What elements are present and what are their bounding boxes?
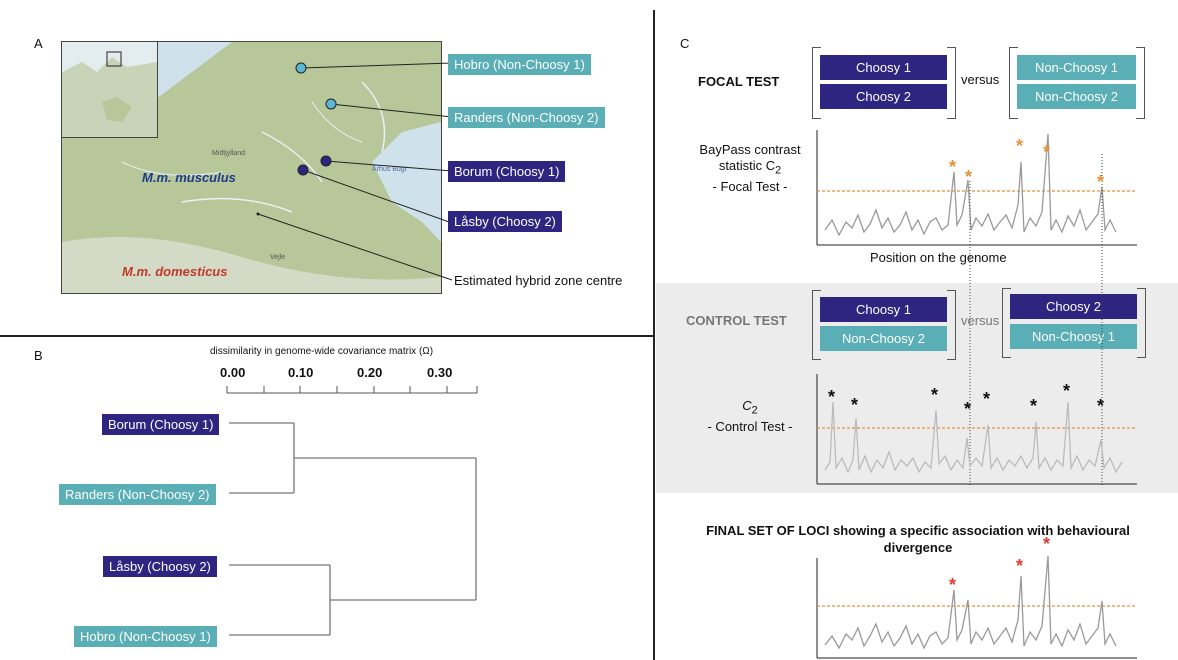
control-ylabel-line2: - Control Test - (707, 418, 793, 434)
domesticus-label: M.m. domesticus (122, 264, 228, 279)
control-choosy-1: Choosy 1 (820, 297, 947, 322)
tick-label-3: 0.30 (427, 365, 453, 380)
map-label-randers: Randers (Non-Choosy 2) (448, 107, 605, 128)
control-star-5: * (983, 389, 991, 409)
hybrid-zone-label: Estimated hybrid zone centre (454, 273, 623, 288)
control-star-6: * (1030, 396, 1038, 416)
tick-label-2: 0.20 (357, 365, 383, 380)
map-label-lasby: Låsby (Choosy 2) (448, 211, 562, 232)
focal-xlabel: Position on the genome (870, 250, 1007, 265)
control-right-bracket-close (1137, 288, 1146, 358)
control-star-8: * (1097, 396, 1105, 416)
control-nonchoosy-1: Non-Choosy 1 (1010, 324, 1137, 349)
final-star-3: * (1043, 534, 1051, 554)
focal-choosy-1: Choosy 1 (820, 55, 947, 80)
tick-label-0: 0.00 (220, 365, 246, 380)
control-nonchoosy-2: Non-Choosy 2 (820, 326, 947, 351)
focal-test-title: FOCAL TEST (698, 74, 780, 89)
focal-star-4: * (1043, 142, 1051, 162)
panel-letter-b: B (34, 348, 43, 363)
focal-ylabel-line2: statistic C2 (690, 158, 810, 179)
focal-star-3: * (1016, 136, 1024, 156)
place-label-midtjylland: Midtjylland (212, 150, 246, 157)
focal-ylabel-line3: - Focal Test - (712, 178, 788, 194)
final-title: FINAL SET OF LOCI showing a specific ass… (668, 522, 1168, 556)
leaf-lasby: Låsby (Choosy 2) (103, 556, 217, 577)
focal-left-bracket-open (812, 47, 821, 119)
panel-letter-c: C (680, 36, 690, 51)
focal-nonchoosy-2: Non-Choosy 2 (1017, 84, 1136, 109)
map-panel: M.m. musculus M.m. domesticus Midtjyllan… (61, 41, 442, 294)
final-star-2: * (1016, 556, 1024, 576)
control-left-bracket-close (947, 290, 956, 360)
place-label-aarhus-bugt: Århus Bugt (372, 166, 407, 173)
control-ylabel-line1: C2 (690, 398, 810, 419)
final-star-1: * (949, 575, 957, 595)
leaf-randers: Randers (Non-Choosy 2) (59, 484, 216, 505)
focal-versus: versus (961, 72, 1000, 87)
tick-label-1: 0.10 (288, 365, 314, 380)
control-ylabel: C2 - Control Test - (690, 398, 810, 435)
focal-ylabel-c: statistic C (718, 158, 776, 173)
focal-star-1: * (949, 157, 957, 177)
control-versus: versus (961, 313, 1000, 328)
control-test-title: CONTROL TEST (686, 313, 787, 328)
control-star-3: * (931, 385, 939, 405)
focal-ylabel-sub: 2 (775, 164, 782, 177)
focal-right-bracket-close (1136, 47, 1145, 119)
map-label-borum: Borum (Choosy 1) (448, 161, 566, 182)
focal-right-bracket-open (1009, 47, 1018, 119)
vertical-divider (653, 10, 655, 660)
focal-ylabel: BayPass contrast statistic C2 - Focal Te… (690, 142, 810, 195)
place-label-vejle: Vejle (270, 254, 286, 261)
control-ylabel-sub: 2 (751, 404, 758, 417)
focal-star-2: * (965, 167, 973, 187)
leaf-hobro: Hobro (Non-Choosy 1) (74, 626, 217, 647)
final-title-line1: FINAL SET OF LOCI showing a specific ass… (706, 523, 1130, 538)
map-label-hobro: Hobro (Non-Choosy 1) (448, 54, 591, 75)
horizontal-divider (0, 335, 655, 337)
control-left-bracket-open (812, 290, 821, 360)
focal-choosy-2: Choosy 2 (820, 84, 947, 109)
focal-left-bracket-close (947, 47, 956, 119)
inset-map (62, 42, 158, 138)
focal-ylabel-line1: BayPass contrast (699, 142, 801, 157)
panel-letter-a: A (34, 36, 43, 51)
control-right-bracket-open (1002, 288, 1011, 358)
control-star-1: * (828, 387, 836, 407)
final-title-line2: divergence (883, 540, 953, 555)
control-star-7: * (1063, 381, 1071, 401)
focal-star-5: * (1097, 172, 1105, 192)
musculus-label: M.m. musculus (142, 170, 236, 185)
control-choosy-2: Choosy 2 (1010, 294, 1137, 319)
leaf-borum: Borum (Choosy 1) (102, 414, 220, 435)
control-star-2: * (851, 395, 859, 415)
control-ylabel-c: C (742, 398, 752, 413)
control-star-4: * (964, 399, 972, 419)
dendrogram-title: dissimilarity in genome-wide covariance … (210, 346, 434, 357)
focal-nonchoosy-1: Non-Choosy 1 (1017, 55, 1136, 80)
